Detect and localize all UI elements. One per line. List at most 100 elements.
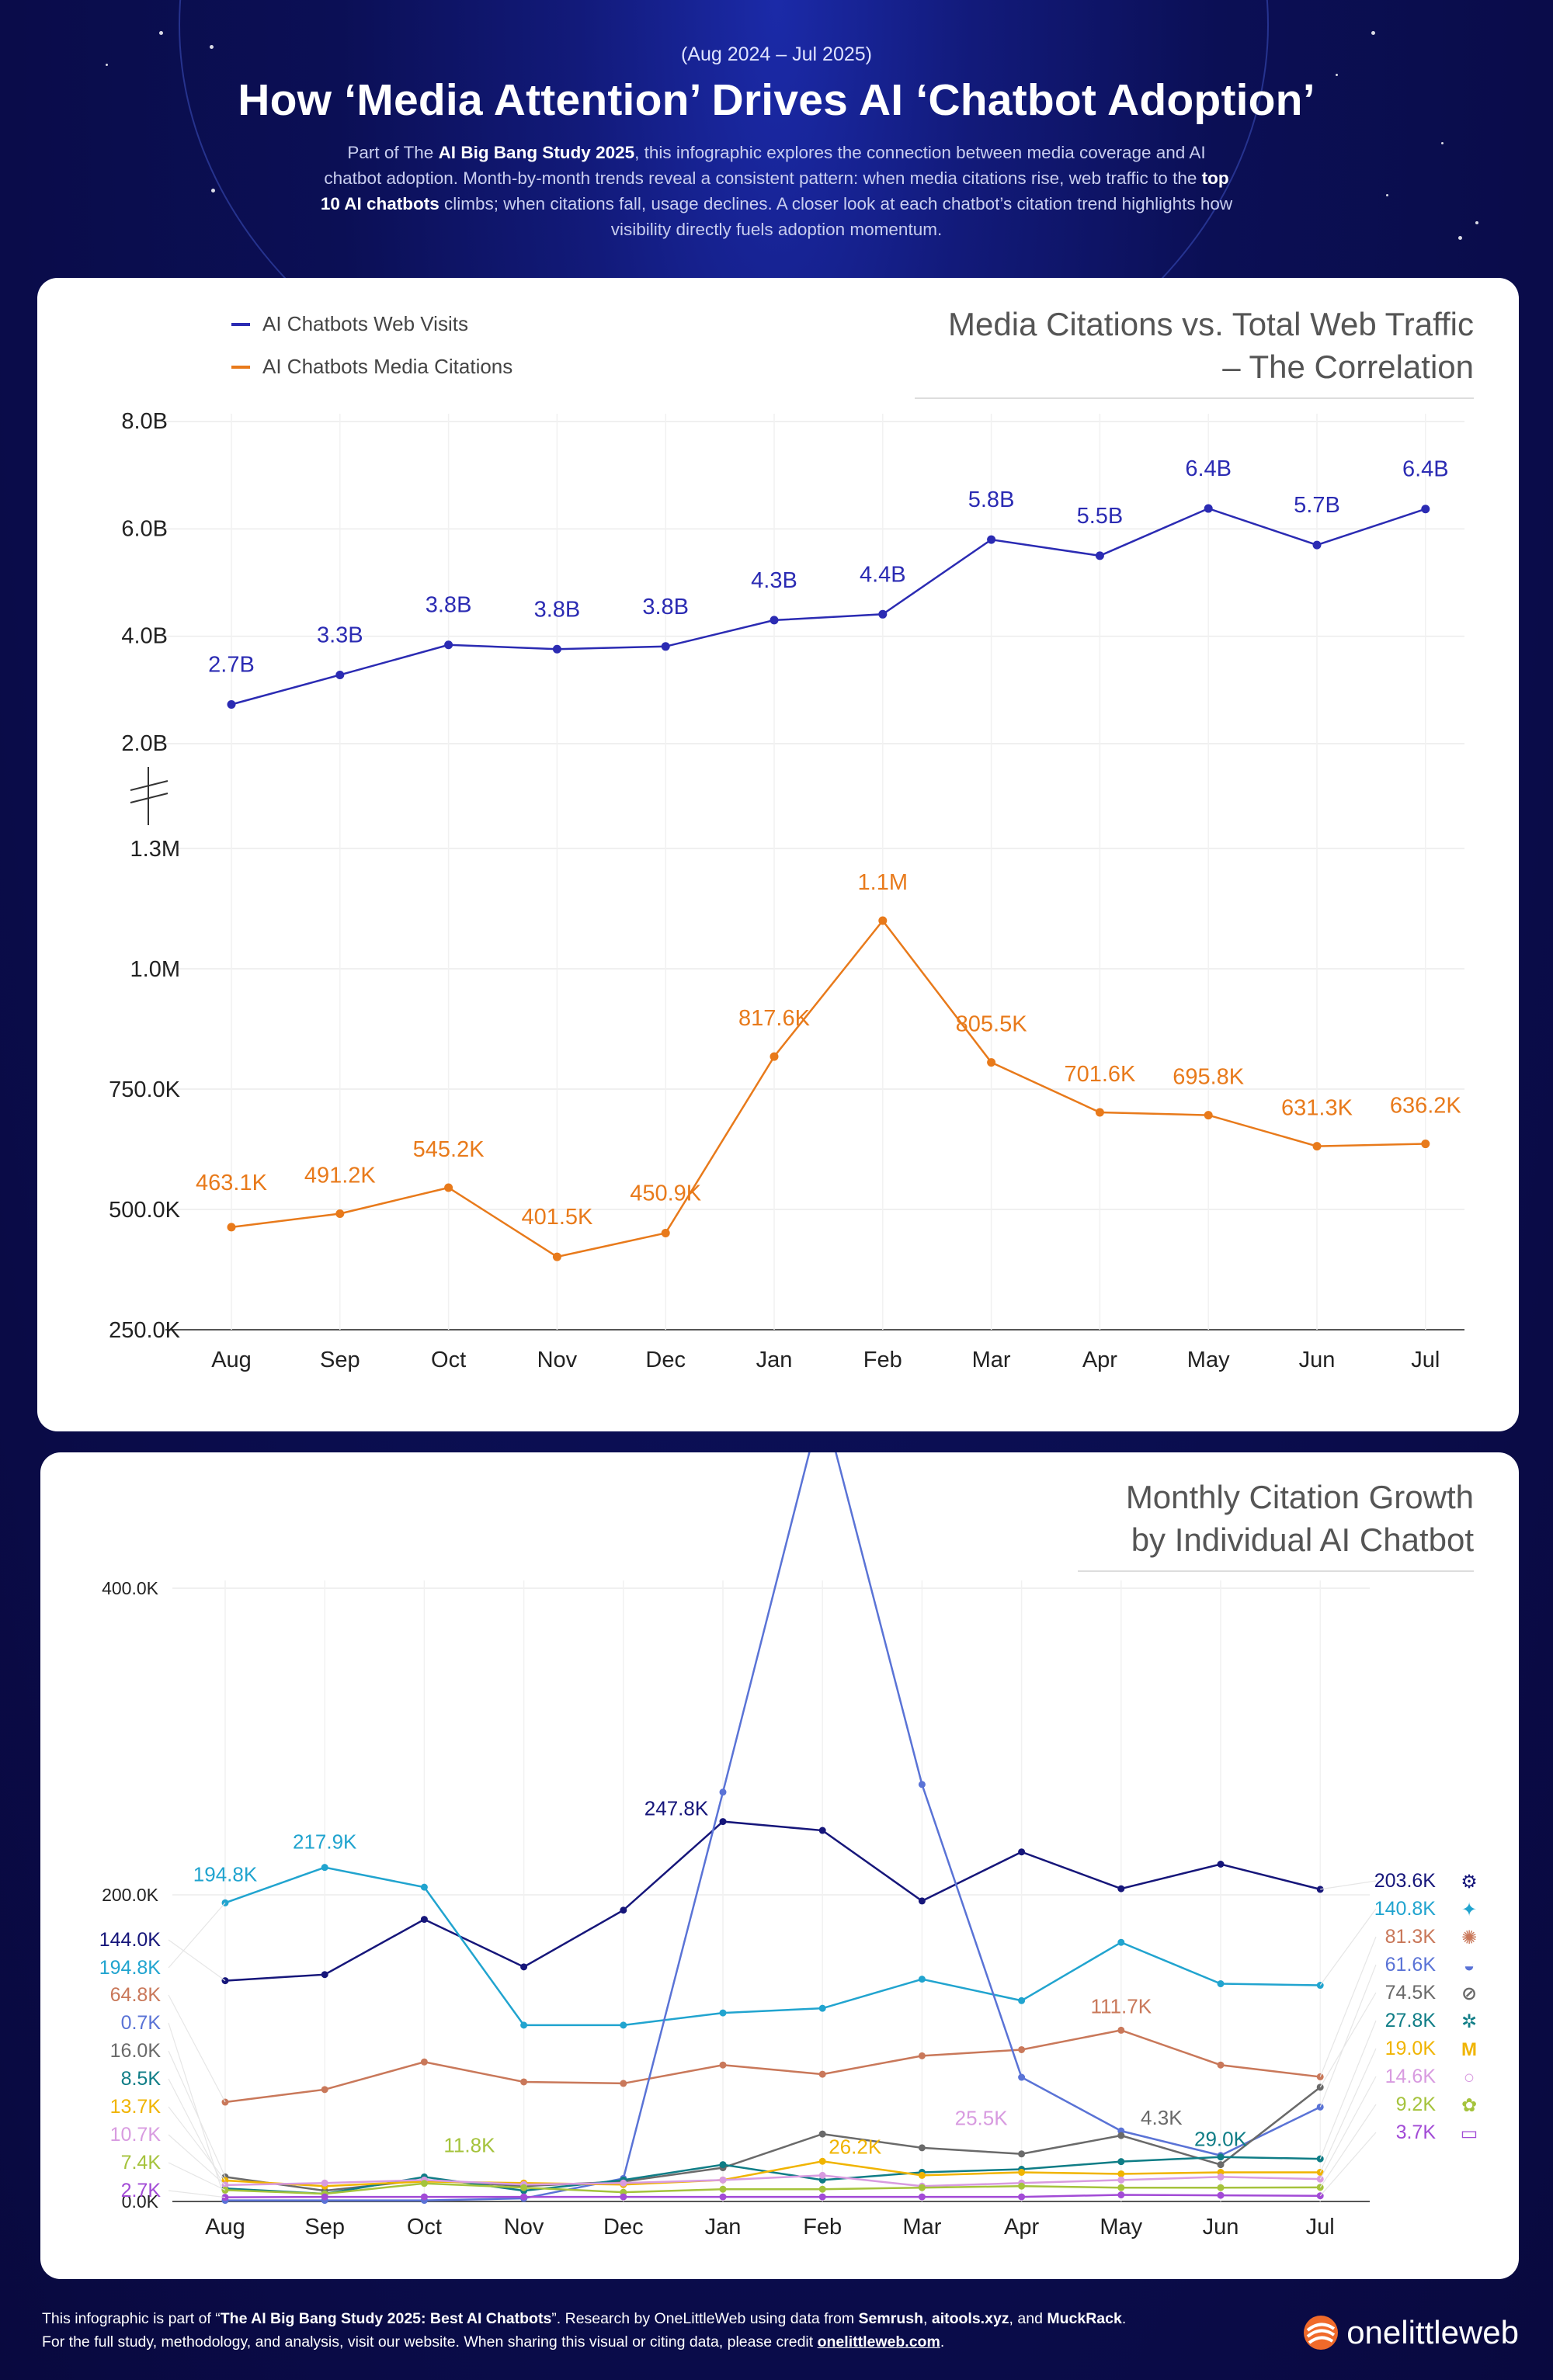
data-point: [987, 1058, 996, 1067]
label-connector: [1319, 2104, 1377, 2188]
copilot-icon: ✿: [1461, 2095, 1477, 2116]
data-point: [987, 535, 996, 544]
peak-annotation: 217.9K: [293, 1830, 357, 1854]
data-point: [818, 2193, 826, 2201]
data-point: [1217, 2161, 1225, 2169]
label-connector: [168, 2106, 226, 2181]
peak-annotation: 25.5K: [955, 2107, 1009, 2130]
y-tick-label: 750.0K: [109, 1077, 181, 1102]
data-point: [444, 640, 453, 650]
legend-item-web-visits: AI Chatbots Web Visits: [231, 303, 512, 345]
y-tick-label: 500.0K: [109, 1198, 181, 1223]
data-point: [1018, 2168, 1026, 2176]
end-label-deepseek: 61.6K: [1385, 1954, 1437, 1976]
background-star: [1336, 74, 1338, 76]
background-star: [1458, 236, 1462, 240]
x-tick-label: Oct: [431, 1348, 466, 1372]
data-point: [620, 2021, 627, 2029]
character-ai-icon: ▭: [1461, 2123, 1478, 2144]
data-point: [1117, 1885, 1125, 1893]
start-label-gemini: 194.8K: [99, 1957, 162, 1979]
data-point: [918, 1781, 926, 1788]
x-tick-label: Mar: [902, 2215, 941, 2239]
background-star: [1386, 194, 1388, 196]
data-point: [918, 2144, 926, 2152]
brand-logo[interactable]: onelittleweb: [1301, 2313, 1519, 2352]
mistral-icon: M: [1461, 2039, 1477, 2060]
data-point: [1117, 1938, 1125, 1946]
data-point: [818, 2157, 826, 2165]
x-tick-label: Aug: [211, 1348, 252, 1372]
data-point: [620, 2179, 627, 2187]
peak-annotation: 111.7K: [1091, 1994, 1152, 2017]
data-point: [1018, 2150, 1026, 2158]
end-label-copilot: 9.2K: [1396, 2094, 1437, 2115]
openai-icon: ⚙: [1461, 1872, 1478, 1893]
data-label: 401.5K: [521, 1205, 593, 1230]
data-label: 1.1M: [858, 870, 908, 895]
data-point: [1095, 551, 1104, 560]
deepseek-icon: ◒: [1464, 1955, 1475, 1976]
data-point: [227, 1223, 236, 1232]
data-label: 4.3B: [751, 568, 797, 593]
x-tick-label: Sep: [320, 1348, 360, 1372]
data-point: [1217, 2153, 1225, 2161]
y-tick-label: 8.0B: [121, 409, 168, 434]
series-line-deepseek: [225, 1452, 1321, 2201]
data-point: [719, 1818, 727, 1826]
x-tick-label: Nov: [537, 1348, 578, 1372]
source-muckrack: MuckRack: [1047, 2310, 1122, 2327]
data-point: [321, 1971, 328, 1979]
y-tick-label: 4.0B: [121, 624, 168, 649]
x-tick-label: Jan: [705, 2215, 742, 2239]
y-tick-label: 1.3M: [130, 837, 180, 862]
data-point: [520, 2021, 528, 2029]
data-label: 491.2K: [304, 1163, 377, 1188]
data-point: [661, 1228, 670, 1237]
peak-annotation: 29.0K: [1194, 2128, 1248, 2151]
data-point: [1316, 2083, 1324, 2091]
onelittleweb-logo-icon: [1304, 2316, 1339, 2350]
data-label: 636.2K: [1390, 1094, 1462, 1119]
x-tick-label: Jul: [1411, 1348, 1440, 1372]
x-tick-label: Nov: [504, 2215, 544, 2239]
series-line-media-citations: [231, 918, 1426, 1258]
x-tick-label: May: [1187, 1348, 1230, 1372]
data-point: [420, 2058, 428, 2066]
credit-link[interactable]: onelittleweb.com: [817, 2333, 940, 2351]
x-tick-label: Jun: [1299, 1348, 1336, 1372]
claude-icon: ✺: [1461, 1927, 1477, 1948]
start-label-grok: 16.0K: [110, 2040, 162, 2062]
chart1-title: Media Citations vs. Total Web Traffic – …: [915, 303, 1474, 399]
x-tick-label: Feb: [803, 2215, 842, 2239]
data-point: [661, 642, 670, 651]
study-name: AI Big Bang Study 2025: [438, 143, 635, 162]
data-point: [719, 2009, 727, 2017]
axis-break-mark: [130, 780, 169, 791]
label-connector: [168, 2078, 226, 2189]
header: (Aug 2024 – Jul 2025) How ‘Media Attenti…: [0, 0, 1553, 272]
series-line-web-visits: [231, 507, 1426, 706]
data-label: 450.9K: [630, 1181, 702, 1206]
data-point: [878, 609, 888, 619]
peak-annotation: 247.8K: [644, 1797, 709, 1820]
data-point: [1421, 505, 1430, 514]
data-point: [1117, 2170, 1125, 2177]
label-connector: [168, 2162, 226, 2191]
series-line-claude: [224, 2029, 1321, 2104]
data-point: [321, 2179, 328, 2187]
legend-swatch: [231, 322, 250, 326]
data-point: [918, 2193, 926, 2201]
label-connector: [168, 2190, 226, 2198]
series-line-copilot: [224, 2182, 1321, 2195]
source-aitools: aitools.xyz: [931, 2310, 1009, 2327]
data-point: [1204, 1111, 1213, 1120]
data-point: [1018, 1848, 1026, 1856]
data-point: [335, 670, 345, 679]
data-point: [818, 2130, 826, 2138]
data-label: 5.8B: [968, 487, 1015, 512]
legend-swatch: [231, 365, 250, 369]
data-label: 463.1K: [196, 1171, 268, 1195]
end-label-chatgpt: 203.6K: [1374, 1870, 1437, 1892]
data-point: [321, 1864, 328, 1872]
